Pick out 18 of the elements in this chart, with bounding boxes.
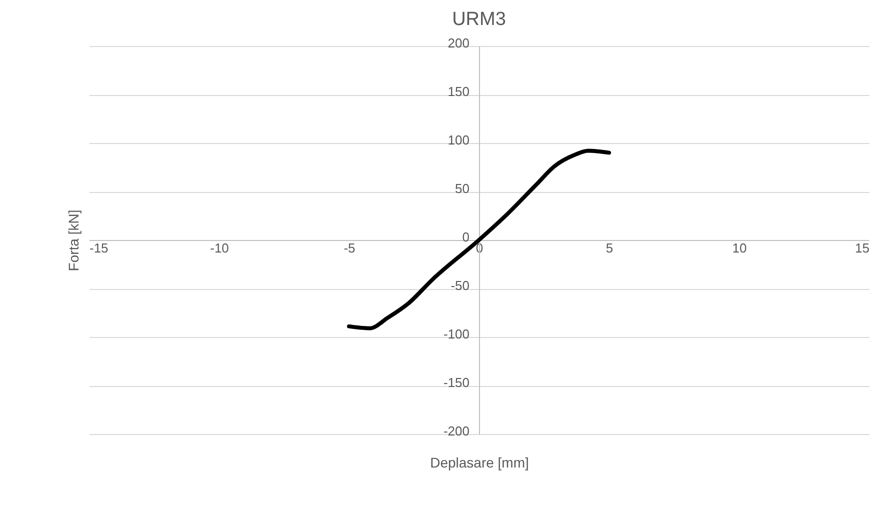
x-tick-label: -15: [90, 240, 108, 256]
y-tick-label: 100: [448, 132, 470, 148]
y-tick-label: 200: [448, 36, 470, 50]
y-tick-label: 0: [462, 230, 470, 244]
y-tick-label: -150: [443, 375, 470, 390]
x-tick-label: -5: [344, 240, 356, 256]
y-tick-label: -50: [450, 278, 470, 293]
y-tick-label: 150: [448, 84, 470, 99]
x-tick-label: 5: [606, 240, 614, 256]
x-tick-label: 15: [855, 240, 870, 256]
y-tick-label: -200: [443, 424, 470, 438]
y-tick-label: -100: [443, 326, 470, 342]
y-tick-label: 50: [455, 181, 470, 196]
chart-title: URM3: [452, 9, 506, 30]
x-axis-title: Deplasare [mm]: [430, 454, 529, 470]
x-tick-label: 10: [732, 240, 747, 256]
x-tick-label: -10: [210, 240, 229, 256]
y-axis-title: Forta [kN]: [66, 210, 82, 272]
